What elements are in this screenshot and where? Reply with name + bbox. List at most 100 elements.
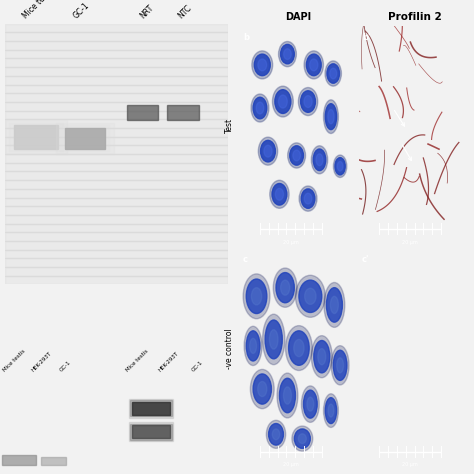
Ellipse shape [325, 61, 341, 86]
Bar [127, 105, 158, 120]
Bar [5, 84, 228, 93]
Ellipse shape [256, 102, 264, 114]
Bar [65, 128, 105, 149]
Ellipse shape [290, 146, 303, 165]
Ellipse shape [324, 100, 338, 134]
Ellipse shape [314, 340, 330, 373]
Ellipse shape [325, 398, 337, 424]
Ellipse shape [277, 373, 298, 418]
Text: Profilin 2: Profilin 2 [388, 12, 441, 22]
Ellipse shape [335, 158, 345, 175]
Bar [5, 258, 228, 267]
Text: GC-1: GC-1 [59, 360, 72, 373]
Ellipse shape [273, 268, 297, 307]
Ellipse shape [275, 188, 283, 200]
Ellipse shape [313, 149, 326, 171]
Ellipse shape [311, 146, 328, 174]
Ellipse shape [264, 145, 272, 157]
Ellipse shape [289, 331, 309, 365]
Ellipse shape [253, 97, 267, 119]
Bar [5, 128, 228, 137]
Text: NTC: NTC [177, 3, 194, 20]
Ellipse shape [243, 274, 270, 319]
Bar [5, 32, 228, 41]
Text: HEK-293T: HEK-293T [158, 351, 180, 373]
Ellipse shape [330, 296, 338, 314]
Ellipse shape [281, 45, 294, 64]
Ellipse shape [324, 394, 338, 428]
Ellipse shape [328, 109, 334, 124]
Ellipse shape [327, 288, 342, 322]
Ellipse shape [333, 350, 347, 381]
Ellipse shape [263, 314, 285, 365]
Ellipse shape [246, 279, 267, 314]
Ellipse shape [269, 330, 278, 349]
Ellipse shape [301, 189, 315, 208]
Ellipse shape [327, 64, 339, 83]
Ellipse shape [283, 49, 291, 59]
Text: DAPI: DAPI [285, 12, 311, 22]
Ellipse shape [333, 155, 347, 177]
Ellipse shape [293, 150, 301, 161]
Bar [5, 146, 228, 154]
Ellipse shape [251, 94, 269, 122]
Text: 20 μm: 20 μm [402, 239, 418, 245]
Ellipse shape [294, 339, 304, 356]
Ellipse shape [292, 426, 313, 451]
Ellipse shape [272, 183, 287, 205]
Bar [5, 276, 228, 284]
Ellipse shape [258, 59, 267, 71]
Bar [5, 267, 228, 276]
Ellipse shape [244, 326, 262, 365]
Bar [5, 102, 228, 110]
Ellipse shape [270, 180, 289, 208]
Text: c: c [243, 255, 248, 264]
Ellipse shape [258, 382, 267, 397]
Bar [5, 120, 67, 154]
Bar [5, 119, 228, 128]
Ellipse shape [265, 320, 283, 359]
Ellipse shape [281, 280, 290, 295]
Bar [5, 198, 228, 206]
Ellipse shape [304, 51, 323, 79]
Ellipse shape [246, 331, 260, 361]
Text: HEK-293T: HEK-293T [31, 351, 53, 373]
Ellipse shape [301, 91, 316, 112]
Ellipse shape [252, 51, 273, 79]
Bar [128, 399, 173, 418]
Bar [132, 401, 170, 415]
Bar [2, 455, 36, 465]
Ellipse shape [325, 104, 337, 129]
Ellipse shape [318, 348, 326, 365]
Bar [56, 123, 114, 154]
Bar [5, 50, 228, 58]
Ellipse shape [275, 90, 291, 113]
Ellipse shape [288, 143, 306, 168]
Ellipse shape [250, 369, 274, 409]
Ellipse shape [324, 283, 345, 328]
Text: b: b [243, 33, 249, 42]
Ellipse shape [311, 336, 332, 378]
Text: 20 μm: 20 μm [283, 239, 299, 245]
Ellipse shape [306, 54, 321, 76]
Ellipse shape [295, 275, 325, 317]
Bar [5, 163, 228, 172]
Bar [9, 123, 63, 152]
Text: 20 μm: 20 μm [402, 462, 418, 467]
Ellipse shape [337, 358, 344, 373]
Bar [128, 422, 173, 441]
Ellipse shape [298, 434, 306, 444]
Bar [132, 425, 170, 438]
Bar [5, 76, 228, 84]
Bar [5, 224, 228, 232]
Text: 20 μm: 20 μm [283, 462, 299, 467]
Ellipse shape [316, 154, 323, 166]
Bar [130, 400, 172, 416]
Bar [5, 180, 228, 189]
Bar [5, 110, 228, 119]
Ellipse shape [253, 374, 272, 404]
Bar [5, 24, 228, 32]
Ellipse shape [273, 86, 293, 117]
Text: NRT: NRT [139, 3, 156, 20]
Bar [5, 67, 228, 76]
